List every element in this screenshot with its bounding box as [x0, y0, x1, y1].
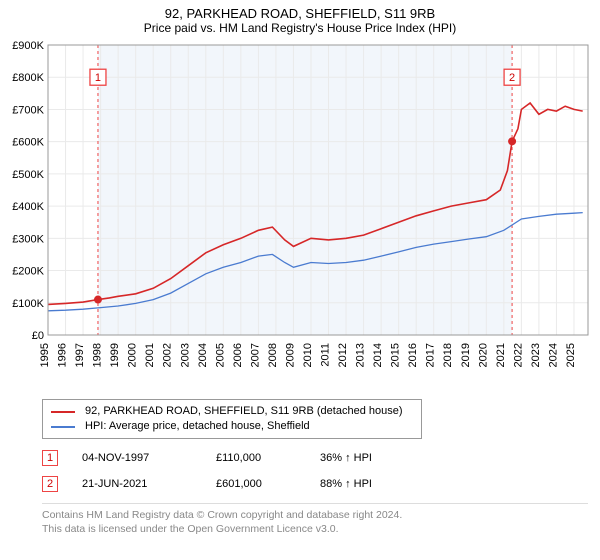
chart-area: £0 £100K £200K £300K £400K £500K £600K £700K £80… [0, 37, 600, 397]
x-tick-label: 2015 [390, 343, 402, 367]
legend-swatch [51, 426, 75, 428]
x-tick-label: 2019 [460, 343, 472, 367]
sale-period-band [98, 45, 512, 335]
event-date: 04-NOV-1997 [82, 445, 192, 471]
x-tick-label: 1996 [57, 343, 69, 367]
y-tick-label: £400K [12, 201, 44, 213]
x-tick-label: 2017 [425, 343, 437, 367]
event-price: £110,000 [216, 445, 296, 471]
attribution-line2: This data is licensed under the Open Gov… [42, 522, 588, 536]
x-tick-label: 2003 [179, 343, 191, 367]
x-tick-label: 2020 [477, 343, 489, 367]
x-tick-label: 1995 [39, 343, 51, 367]
legend-row: HPI: Average price, detached house, Shef… [51, 419, 413, 434]
y-tick-label: £800K [12, 72, 44, 84]
x-tick-label: 1999 [109, 343, 121, 367]
y-tick-label: £200K [12, 266, 44, 278]
y-tick-label: £0 [32, 330, 44, 342]
x-tick-label: 2016 [407, 343, 419, 367]
attribution: Contains HM Land Registry data © Crown c… [42, 503, 588, 536]
event-row: 2 21-JUN-2021 £601,000 88% ↑ HPI [42, 471, 588, 497]
x-tick-label: 2006 [232, 343, 244, 367]
legend: 92, PARKHEAD ROAD, SHEFFIELD, S11 9RB (d… [42, 399, 422, 439]
attribution-line1: Contains HM Land Registry data © Crown c… [42, 508, 588, 522]
x-tick-label: 1997 [74, 343, 86, 367]
y-tick-label: £900K [12, 40, 44, 52]
event-pct: 88% ↑ HPI [320, 471, 410, 497]
legend-label: 92, PARKHEAD ROAD, SHEFFIELD, S11 9RB (d… [85, 404, 403, 419]
x-tick-label: 2010 [302, 343, 314, 367]
x-tick-label: 2022 [512, 343, 524, 367]
y-tick-label: £100K [12, 298, 44, 310]
x-tick-label: 2025 [565, 343, 577, 367]
event-number-box: 1 [42, 450, 58, 466]
x-tick-label: 2000 [127, 343, 139, 367]
x-tick-label: 2001 [144, 343, 156, 367]
y-tick-label: £700K [12, 104, 44, 116]
title-block: 92, PARKHEAD ROAD, SHEFFIELD, S11 9RB Pr… [0, 0, 600, 37]
x-tick-label: 1998 [92, 343, 104, 367]
event-row: 1 04-NOV-1997 £110,000 36% ↑ HPI [42, 445, 588, 471]
x-tick-label: 2023 [530, 343, 542, 367]
chart-svg: £0 £100K £200K £300K £400K £500K £600K £700K £80… [0, 37, 600, 397]
x-tick-label: 2008 [267, 343, 279, 367]
event-date: 21-JUN-2021 [82, 471, 192, 497]
x-tick-label: 2018 [442, 343, 454, 367]
event-number-box: 2 [42, 476, 58, 492]
legend-swatch [51, 411, 75, 413]
x-tick-label: 2012 [337, 343, 349, 367]
y-tick-label: £500K [12, 169, 44, 181]
x-tick-label: 2004 [197, 343, 209, 367]
x-tick-label: 2005 [214, 343, 226, 367]
x-tick-label: 2011 [320, 343, 332, 367]
event-table: 1 04-NOV-1997 £110,000 36% ↑ HPI 2 21-JUN-202… [42, 445, 588, 497]
x-tick-label: 2021 [495, 343, 507, 367]
y-tick-label: £600K [12, 137, 44, 149]
x-tick-label: 2009 [284, 343, 296, 367]
x-tick-label: 2002 [162, 343, 174, 367]
x-tick-label: 2013 [355, 343, 367, 367]
legend-row: 92, PARKHEAD ROAD, SHEFFIELD, S11 9RB (d… [51, 404, 413, 419]
x-tick-label: 2014 [372, 343, 384, 367]
event-marker-number: 1 [95, 72, 101, 84]
chart-subtitle: Price paid vs. HM Land Registry's House … [0, 21, 600, 35]
chart-title: 92, PARKHEAD ROAD, SHEFFIELD, S11 9RB [0, 6, 600, 21]
event-price: £601,000 [216, 471, 296, 497]
x-tick-label: 2007 [249, 343, 261, 367]
x-tick-label: 2024 [547, 343, 559, 367]
y-tick-label: £300K [12, 233, 44, 245]
event-marker-number: 2 [509, 72, 515, 84]
legend-label: HPI: Average price, detached house, Shef… [85, 419, 310, 434]
event-pct: 36% ↑ HPI [320, 445, 410, 471]
